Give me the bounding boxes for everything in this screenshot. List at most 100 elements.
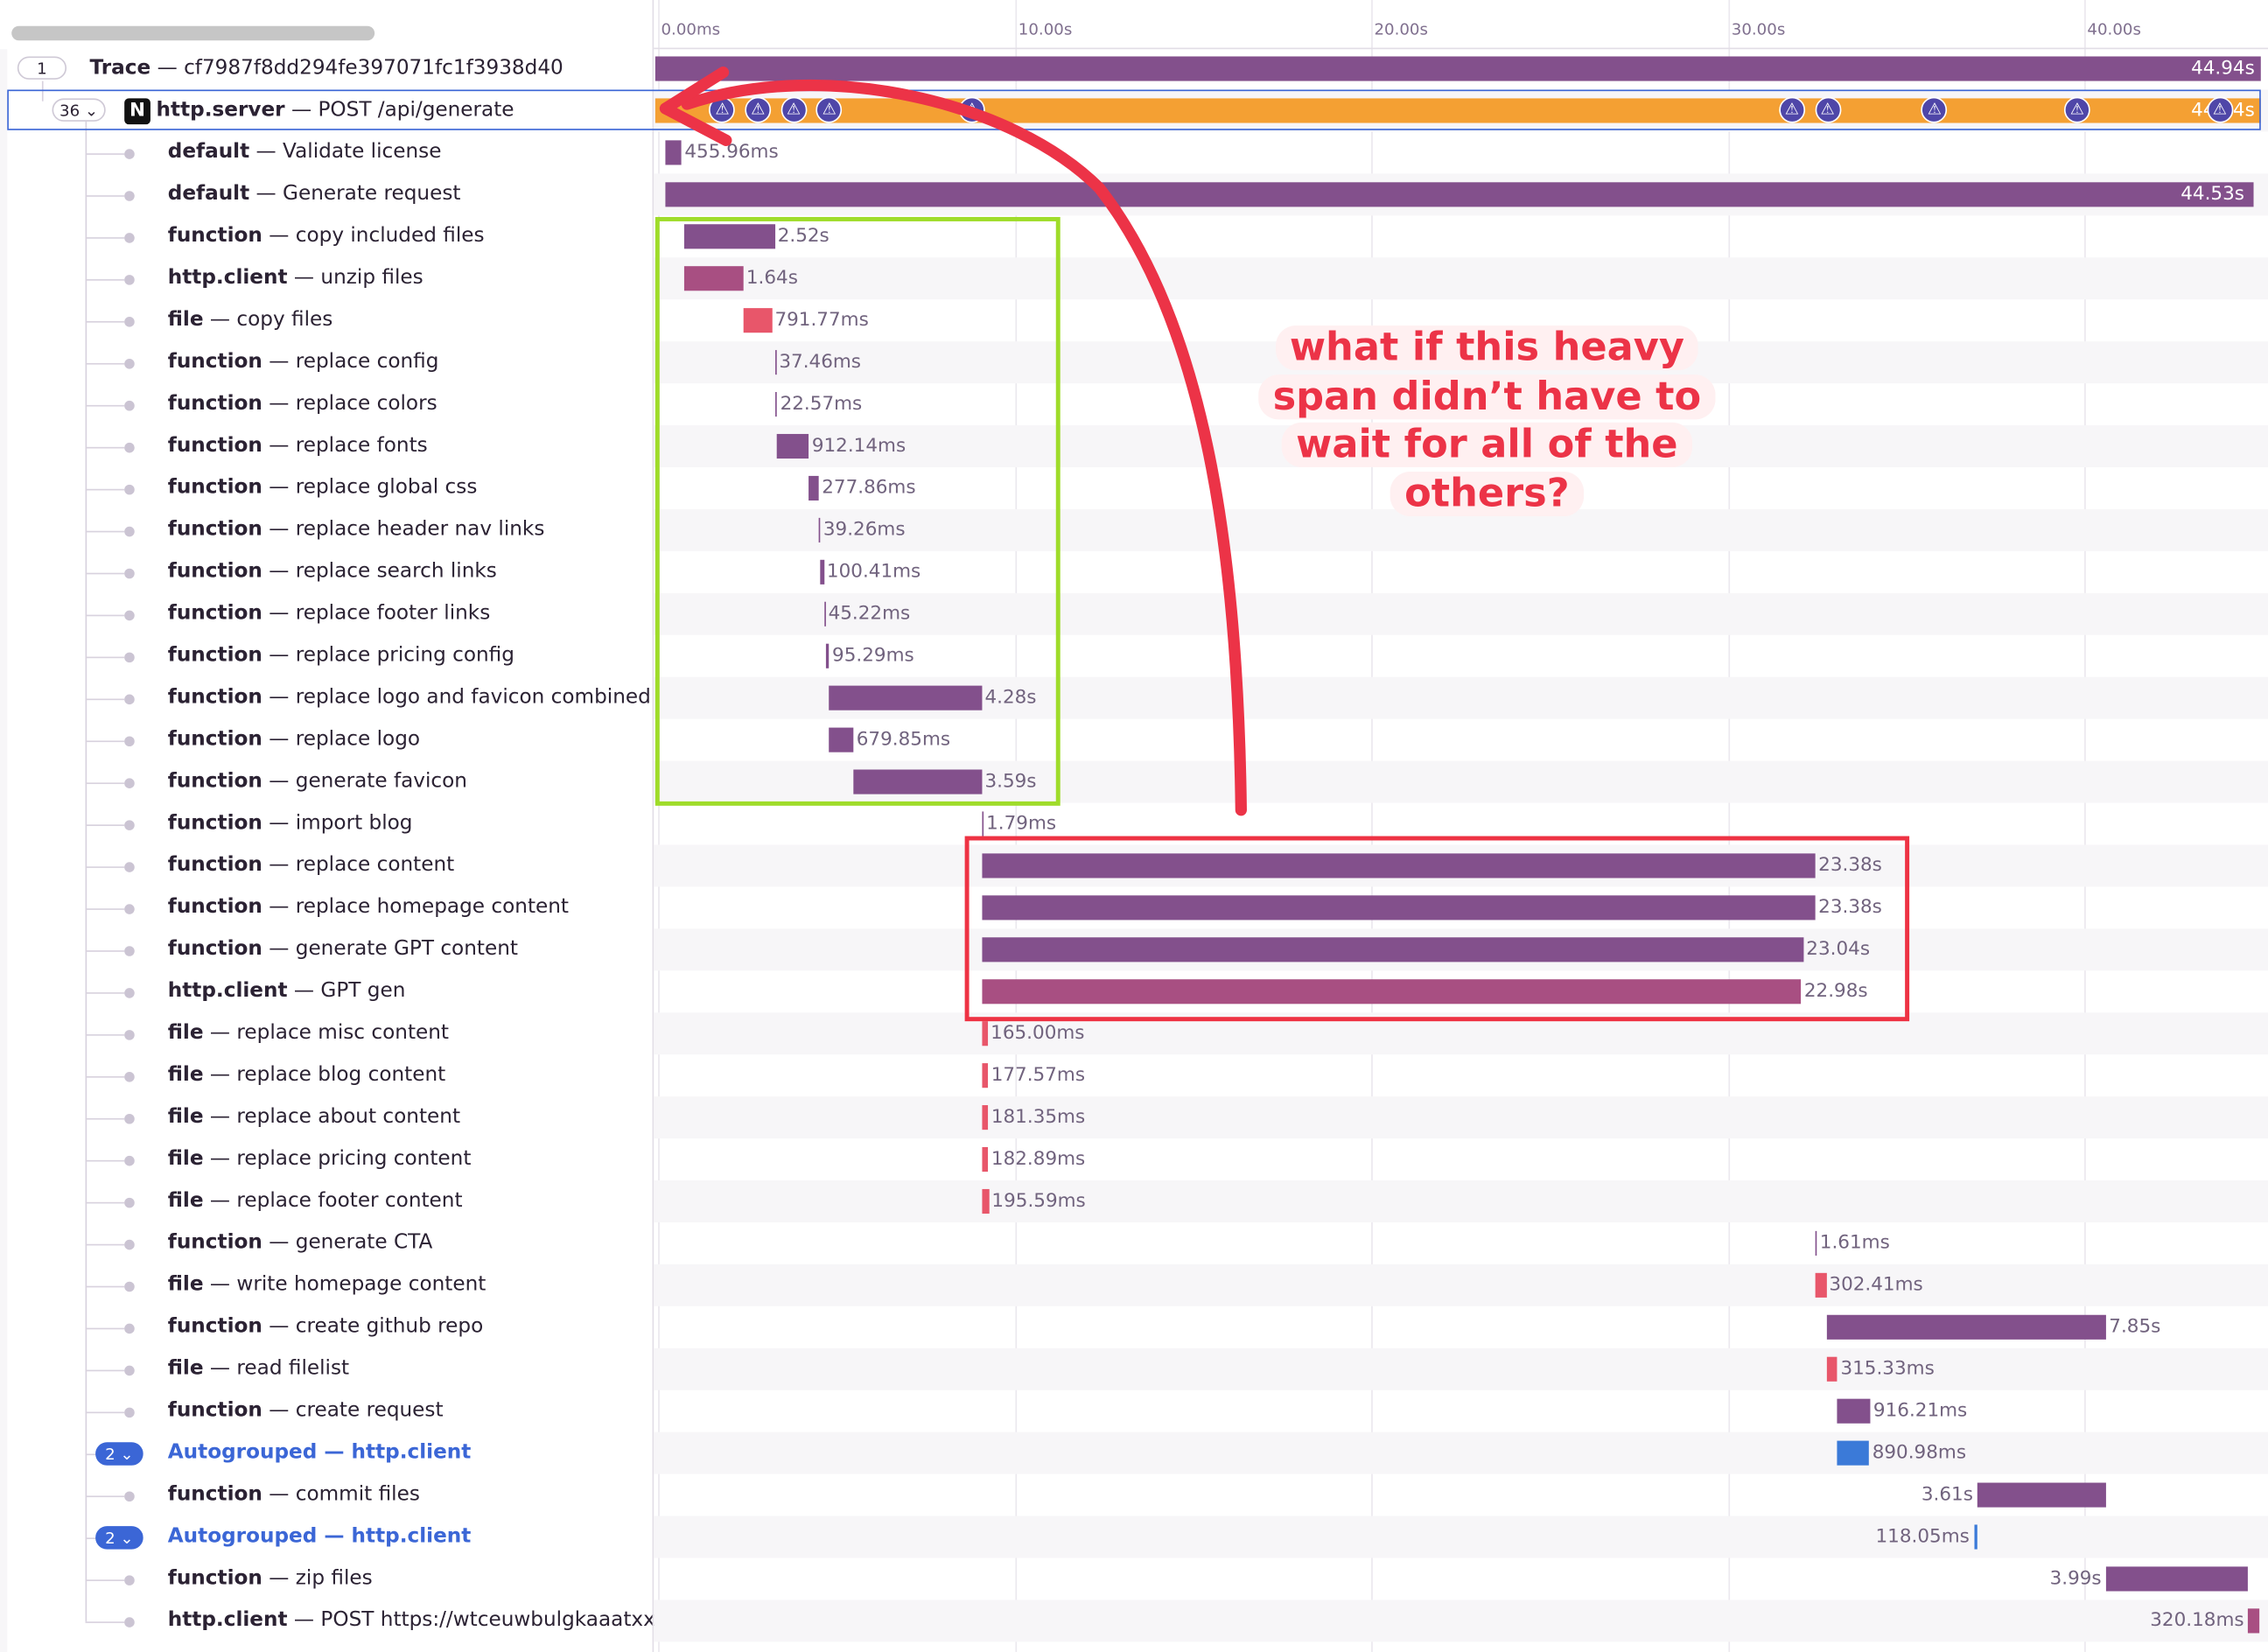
span-label[interactable]: file — replace blog content	[167, 1063, 446, 1087]
span-label[interactable]: function — create github repo	[167, 1314, 484, 1339]
tree-branch	[85, 782, 125, 785]
span-label[interactable]: http.client — unzip files	[167, 266, 424, 290]
span-bar[interactable]	[982, 1063, 989, 1088]
span-label[interactable]: function — replace content	[167, 853, 455, 877]
span-label[interactable]: http.client — GPT gen	[167, 979, 406, 1003]
span-label[interactable]: function — replace global css	[167, 475, 478, 500]
warning-icon[interactable]: ⚠	[1922, 96, 1948, 123]
span-label[interactable]: function — replace logo and favicon comb…	[167, 685, 651, 710]
span-label[interactable]: function — replace homepage content	[167, 895, 570, 919]
span-label[interactable]: function — copy included files	[167, 224, 485, 248]
trace-label[interactable]: Trace — cf7987f8dd294fe397071fc1f3938d40	[89, 56, 564, 80]
span-bar[interactable]	[1826, 1314, 2106, 1340]
tree-branch	[85, 992, 125, 994]
span-label[interactable]: function — replace config	[167, 350, 439, 374]
span-bar[interactable]	[982, 1021, 988, 1046]
span-bar[interactable]	[684, 266, 744, 291]
server-count-pill[interactable]: 36 ⌄	[52, 98, 106, 122]
warning-icon[interactable]: ⚠	[745, 96, 772, 123]
span-label[interactable]: function — replace search links	[167, 559, 497, 584]
warning-icon[interactable]: ⚠	[1814, 96, 1841, 123]
span-desc: replace homepage content	[295, 895, 570, 919]
span-bar[interactable]	[1838, 1398, 1871, 1424]
autogroup-count-pill[interactable]: 2 ⌄	[95, 1442, 144, 1466]
span-bar[interactable]	[775, 392, 778, 417]
span-bar[interactable]	[1826, 1356, 1838, 1382]
span-label[interactable]: function — zip files	[167, 1566, 373, 1590]
span-label[interactable]: http.client — POST https://wtceuwbulgkaa…	[167, 1608, 681, 1632]
warning-icon[interactable]: ⚠	[1779, 96, 1805, 123]
span-label[interactable]: function — replace header nav links	[167, 517, 545, 542]
span-label[interactable]: function — replace logo	[167, 727, 421, 752]
span-label[interactable]: default — Generate request	[167, 182, 461, 206]
span-bar[interactable]	[808, 475, 819, 501]
span-bar[interactable]	[743, 308, 773, 333]
span-label[interactable]: file — write homepage content	[167, 1272, 486, 1297]
span-bar[interactable]	[853, 769, 983, 794]
span-bar[interactable]	[1973, 1524, 1978, 1550]
span-bar[interactable]	[982, 853, 1816, 878]
span-bar[interactable]	[1838, 1440, 1870, 1466]
span-bar[interactable]	[829, 685, 983, 710]
span-label[interactable]: function — generate favicon	[167, 769, 467, 793]
span-bar[interactable]	[982, 1105, 989, 1130]
warning-icon[interactable]: ⚠	[2207, 96, 2233, 123]
span-label[interactable]: function — replace fonts	[167, 433, 428, 458]
span-label[interactable]: file — replace misc content	[167, 1021, 450, 1045]
span-bar[interactable]	[825, 643, 830, 668]
span-bar[interactable]	[982, 1188, 990, 1214]
span-bar[interactable]	[665, 182, 2253, 207]
trace-count-pill[interactable]: 1	[17, 56, 67, 80]
span-label[interactable]: Autogrouped — http.client	[168, 1432, 472, 1474]
span-bar[interactable]	[820, 559, 824, 584]
span-bar[interactable]	[1977, 1482, 2106, 1508]
span-label[interactable]: file — replace footer content	[167, 1188, 463, 1213]
panel-divider[interactable]	[652, 0, 654, 1652]
span-label[interactable]: function — replace pricing config	[167, 643, 514, 668]
span-label[interactable]: function — generate GPT content	[167, 937, 518, 961]
span-bar[interactable]	[1815, 1272, 1827, 1298]
selected-row-highlight	[7, 89, 2261, 130]
horizontal-scrollbar[interactable]	[11, 25, 375, 41]
span-bar[interactable]	[774, 350, 777, 375]
span-bar[interactable]	[665, 140, 682, 165]
span-label[interactable]: default — Validate license	[167, 140, 442, 164]
warning-icon[interactable]: ⚠	[2064, 96, 2090, 123]
server-op: http.server	[156, 98, 285, 122]
warning-icon[interactable]: ⚠	[780, 96, 807, 123]
span-label[interactable]: file — read filelist	[167, 1356, 350, 1381]
warning-icon[interactable]: ⚠	[709, 96, 736, 123]
span-bar[interactable]	[982, 895, 1816, 920]
span-bar[interactable]	[2105, 1566, 2249, 1592]
span-label[interactable]: function — generate CTA	[167, 1230, 433, 1255]
span-bar[interactable]	[982, 979, 1802, 1004]
span-label[interactable]: function — import blog	[167, 811, 413, 835]
span-bar[interactable]	[1815, 1230, 1817, 1256]
span-label[interactable]: function — replace footer links	[167, 601, 491, 626]
span-bar[interactable]	[818, 517, 821, 542]
span-bar[interactable]	[684, 224, 775, 249]
span-bar[interactable]	[829, 727, 854, 752]
span-label[interactable]: file — copy files	[167, 308, 333, 332]
span-op: default	[167, 140, 250, 164]
span-label[interactable]: file — replace about content	[167, 1105, 461, 1129]
span-bar[interactable]	[776, 433, 809, 459]
span-label[interactable]: function — create request	[167, 1398, 444, 1423]
span-op: function	[167, 895, 262, 919]
span-label[interactable]: file — replace pricing content	[167, 1146, 472, 1171]
span-bar[interactable]	[2248, 1608, 2259, 1634]
span-bar[interactable]	[982, 1146, 989, 1172]
span-op: function	[167, 1566, 262, 1590]
nextjs-logo-icon: N	[124, 98, 150, 125]
trace-bar[interactable]	[654, 56, 2261, 81]
span-label[interactable]: function — commit files	[167, 1482, 420, 1506]
tree-node-dot	[124, 862, 135, 872]
span-label[interactable]: Autogrouped — http.client	[168, 1516, 472, 1558]
warning-icon[interactable]: ⚠	[816, 96, 843, 123]
span-bar[interactable]	[823, 601, 826, 626]
span-bar[interactable]	[982, 937, 1803, 962]
server-span-label[interactable]: http.server — POST /api/generate	[156, 98, 514, 122]
span-label[interactable]: function — replace colors	[167, 392, 438, 416]
autogroup-count-pill[interactable]: 2 ⌄	[95, 1526, 144, 1550]
span-bar[interactable]	[982, 811, 984, 836]
